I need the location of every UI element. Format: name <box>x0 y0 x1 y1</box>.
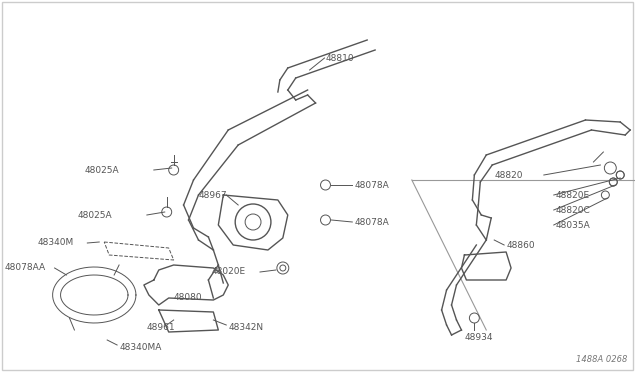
Text: 48934: 48934 <box>465 334 493 343</box>
Text: 48078A: 48078A <box>355 180 389 189</box>
Text: 48025A: 48025A <box>77 211 112 219</box>
Text: 48080: 48080 <box>173 292 202 301</box>
Text: 48342N: 48342N <box>228 324 264 333</box>
Text: 48020E: 48020E <box>212 267 246 276</box>
Text: 48820C: 48820C <box>556 205 591 215</box>
Text: 48967: 48967 <box>198 190 227 199</box>
Text: 48961: 48961 <box>147 324 175 333</box>
Text: 48340M: 48340M <box>38 237 74 247</box>
Text: 48810: 48810 <box>326 54 354 62</box>
Text: 48078AA: 48078AA <box>5 263 46 273</box>
Text: 48035A: 48035A <box>556 221 591 230</box>
Text: 48820: 48820 <box>494 170 523 180</box>
Text: 48025A: 48025A <box>84 166 119 174</box>
Text: 48078A: 48078A <box>355 218 389 227</box>
Text: 1488A 0268: 1488A 0268 <box>575 356 627 365</box>
Text: 48340MA: 48340MA <box>119 343 161 353</box>
Text: 48860: 48860 <box>506 241 535 250</box>
Text: 48820E: 48820E <box>556 190 590 199</box>
